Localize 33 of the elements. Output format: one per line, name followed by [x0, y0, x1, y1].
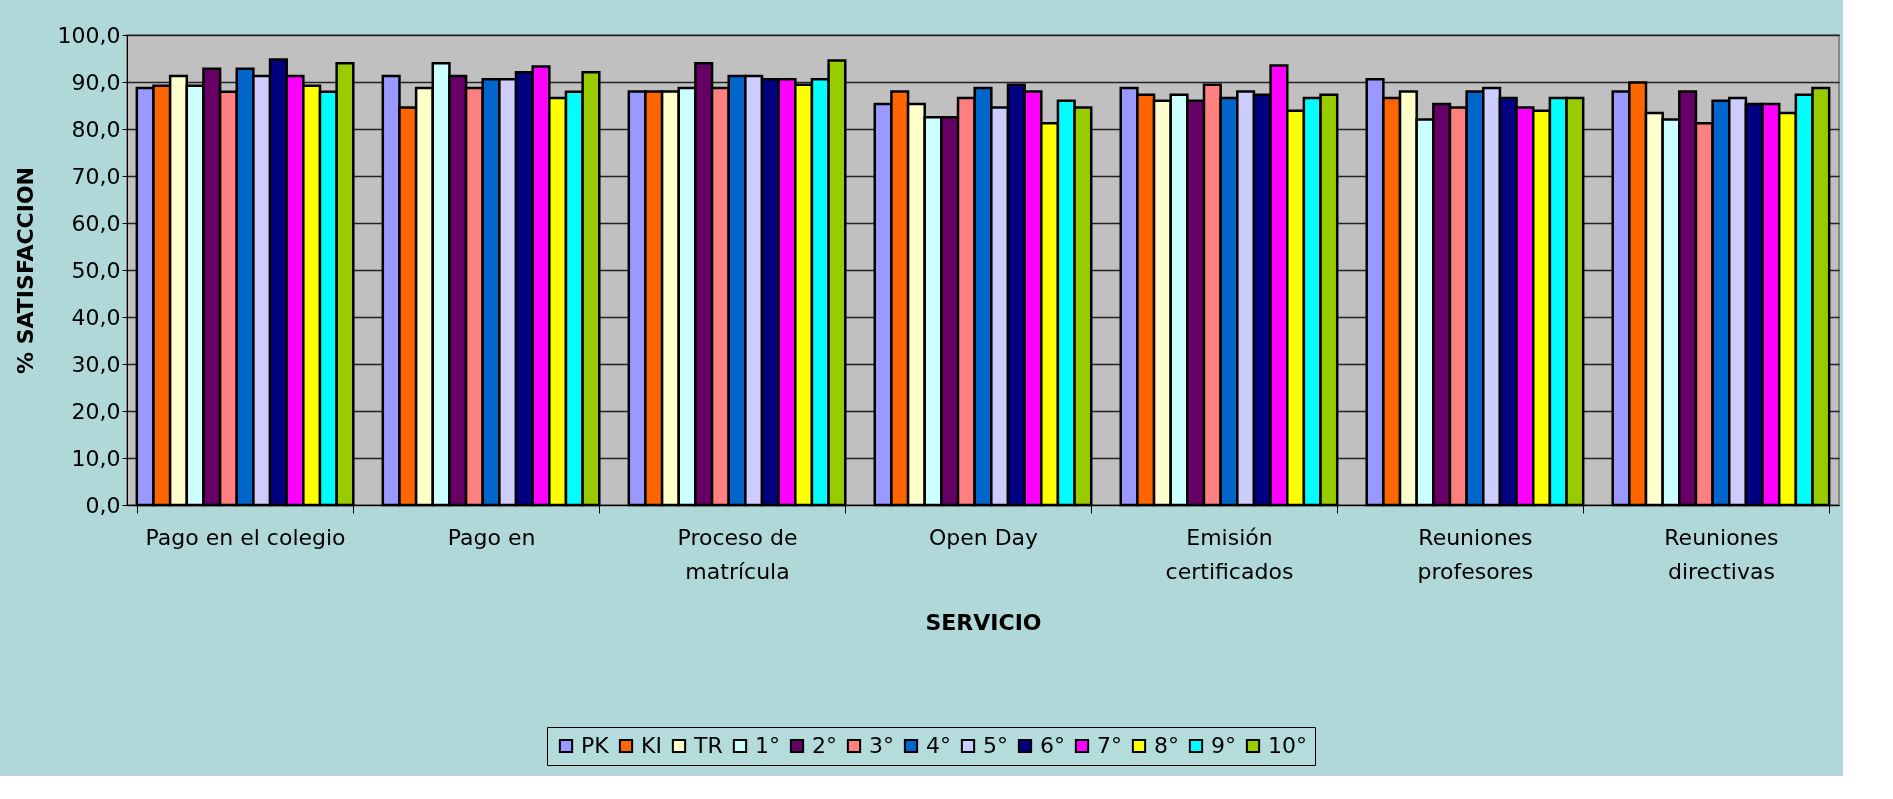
- y-tick-label: 0,0: [85, 492, 121, 518]
- legend-label: KI: [641, 733, 662, 758]
- x-tick-label: Pago en el colegio: [145, 524, 346, 550]
- y-tick-label: 80,0: [71, 116, 121, 142]
- y-tick-label: 40,0: [71, 304, 121, 330]
- y-tick-label: 20,0: [71, 398, 121, 424]
- x-tick-label: Proceso de matrícula: [677, 524, 798, 584]
- legend-label: 1°: [755, 733, 780, 758]
- legend-label: 7°: [1097, 733, 1122, 758]
- y-tick-label: 10,0: [71, 445, 121, 471]
- y-tick-label: 50,0: [71, 257, 121, 283]
- legend-label: 4°: [926, 733, 951, 758]
- legend-label: 9°: [1211, 733, 1236, 758]
- legend-label: TR: [693, 733, 723, 758]
- x-tick-label: Reuniones profesores: [1417, 524, 1534, 584]
- x-tick-label: Emisión certificados: [1165, 524, 1294, 584]
- legend-label: 8°: [1154, 733, 1179, 758]
- y-tick-label: 60,0: [71, 210, 121, 236]
- legend-label: 10°: [1268, 733, 1307, 758]
- x-tick-label: Open Day: [928, 524, 1039, 550]
- legend-label: PK: [581, 733, 610, 758]
- legend-label: 3°: [869, 733, 894, 758]
- y-tick-label: 70,0: [71, 163, 121, 189]
- y-tick-label: 30,0: [71, 351, 121, 377]
- y-tick-label: 100,0: [57, 22, 121, 48]
- legend-label: 5°: [983, 733, 1008, 758]
- y-axis-title: % SATISFACCION: [12, 166, 38, 375]
- x-tick-label: Pago en: [447, 524, 536, 550]
- x-tick-label: Reuniones directivas: [1664, 524, 1779, 584]
- legend-label: 2°: [812, 733, 837, 758]
- x-axis-title: SERVICIO: [925, 609, 1042, 635]
- y-tick-label: 90,0: [71, 69, 121, 95]
- legend-label: 6°: [1040, 733, 1065, 758]
